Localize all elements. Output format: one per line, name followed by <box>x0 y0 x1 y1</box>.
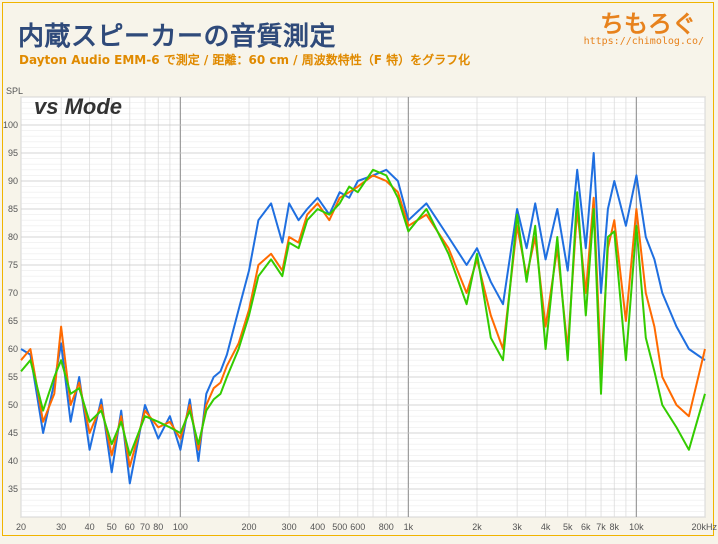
y-tick-label: 70 <box>8 288 18 298</box>
x-tick-label: 1k <box>404 522 414 532</box>
y-tick-label: 45 <box>8 428 18 438</box>
x-tick-label: 20 <box>16 522 26 532</box>
y-tick-label: 55 <box>8 372 18 382</box>
series-line-1 <box>20 152 706 485</box>
x-tick-label: 400 <box>310 522 325 532</box>
x-tick-label: 20kHz <box>691 522 717 532</box>
x-tick-label: 8k <box>610 522 620 532</box>
y-tick-label: 65 <box>8 316 18 326</box>
x-tick-label: 3k <box>512 522 522 532</box>
x-tick-label: 200 <box>241 522 256 532</box>
image-frame <box>2 2 714 536</box>
series-layer <box>20 152 706 485</box>
x-tick-label: 7k <box>596 522 606 532</box>
y-tick-label: 100 <box>3 120 18 130</box>
chart-mode-label: vs Mode <box>34 94 122 119</box>
x-tick-label: 40 <box>85 522 95 532</box>
x-tick-label: 60 <box>125 522 135 532</box>
x-tick-label: 4k <box>541 522 551 532</box>
x-tick-label: 70 <box>140 522 150 532</box>
x-tick-label: 6k <box>581 522 591 532</box>
x-tick-label: 80 <box>153 522 163 532</box>
x-tick-label: 50 <box>107 522 117 532</box>
y-tick-label: 95 <box>8 148 18 158</box>
y-axis-ticks: 35 40 45 50 55 60 65 70 75 80 85 90 95 100 <box>3 120 18 494</box>
site-url: https://chimolog.co/ <box>583 36 704 47</box>
y-tick-label: 75 <box>8 260 18 270</box>
x-tick-label: 300 <box>282 522 297 532</box>
y-axis-label: SPL <box>6 86 23 96</box>
y-tick-label: 90 <box>8 176 18 186</box>
y-tick-label: 35 <box>8 484 18 494</box>
y-tick-label: 80 <box>8 232 18 242</box>
x-axis-ticks: 20 30 40 50 60 70 80 100 200 300 400 500 600 800 1k 2k 3… <box>16 522 718 532</box>
plot-background <box>20 96 706 518</box>
x-tick-label: 800 <box>379 522 394 532</box>
series-line-3 <box>20 168 706 457</box>
y-tick-label: 85 <box>8 204 18 214</box>
site-logo: ちもろぐ <box>600 10 696 38</box>
y-tick-label: 50 <box>8 400 18 410</box>
x-tick-label: 600 <box>350 522 365 532</box>
page-subtitle: Dayton Audio EMM-6 で測定 / 距離：60 cm / 周波数特… <box>19 53 471 67</box>
y-tick-label: 60 <box>8 344 18 354</box>
page-title: 内蔵スピーカーの音質測定 <box>18 22 337 52</box>
x-tick-label: 10k <box>629 522 644 532</box>
x-tick-label: 2k <box>472 522 482 532</box>
x-tick-label: 100 <box>173 522 188 532</box>
x-tick-label: 30 <box>56 522 66 532</box>
x-tick-label: 5k <box>563 522 573 532</box>
y-tick-label: 40 <box>8 456 18 466</box>
x-tick-label: 500 <box>332 522 347 532</box>
